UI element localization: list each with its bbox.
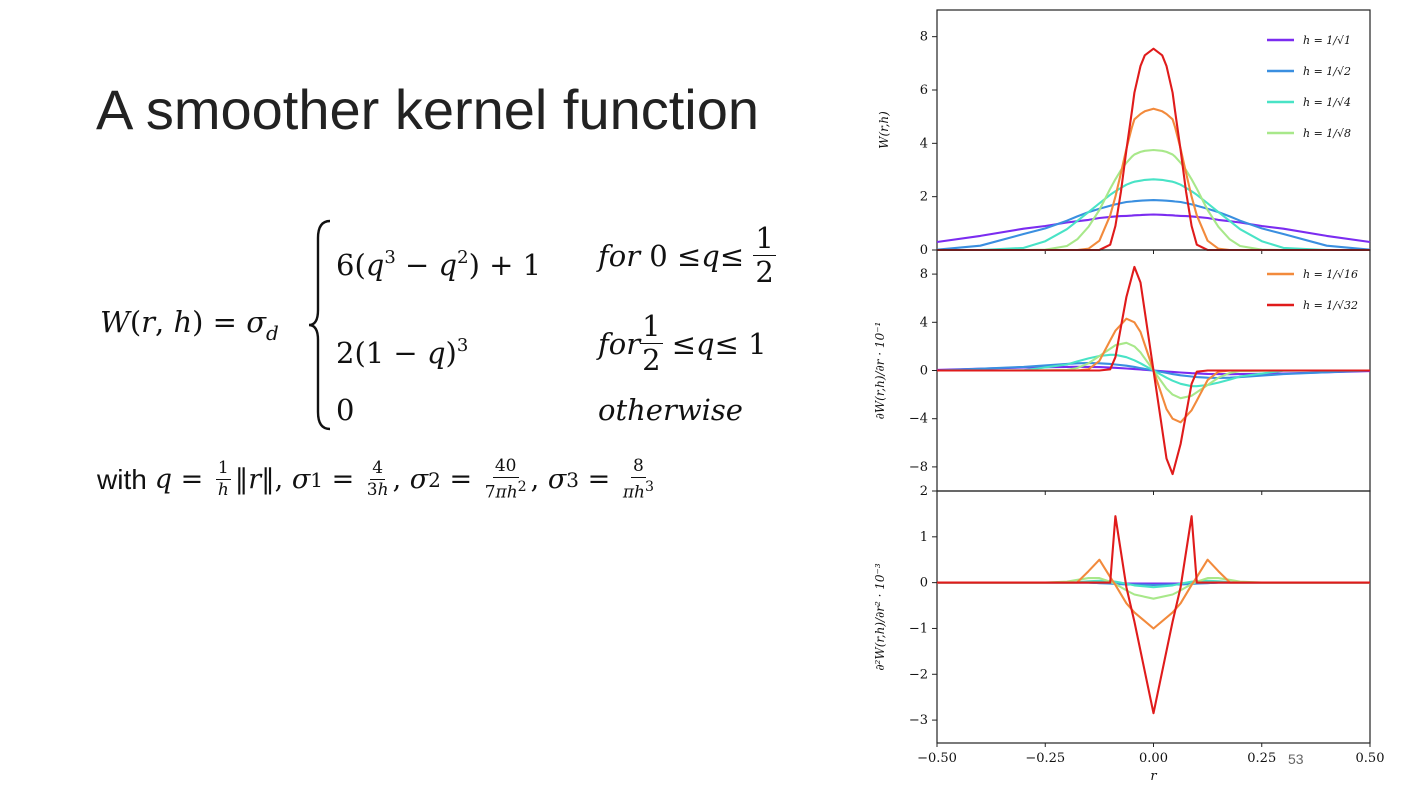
slide-title: A smoother kernel function	[96, 78, 760, 141]
panel-3-ytick-label: −1	[909, 621, 928, 636]
case-2-condition: for 1 2 ≤ q ≤ 1	[598, 309, 767, 377]
panel-3-y-axis-label: ∂²W(r,h)/∂r² · 10⁻³	[873, 563, 887, 671]
x-axis-label: r	[1150, 769, 1157, 784]
case-3-condition: otherwise	[598, 393, 743, 427]
panel-1-series-line	[936, 199, 1371, 251]
legend-label: h = 1/√4	[1303, 96, 1351, 109]
legend-label: h = 1/√16	[1303, 268, 1358, 281]
panel-3-series-line	[937, 577, 1370, 600]
kernel-charts: 0 2 4 6 8 W(r,h) h = 1/√1 h = 1/√2 h = 1/√4 h = 1…	[873, 9, 1385, 784]
panel-3-frame	[936, 490, 1371, 744]
panel-2-ytick-label: −4	[909, 412, 928, 427]
legend-label: h = 1/√8	[1303, 127, 1351, 140]
x-tick-label: 0.25	[1247, 751, 1276, 766]
x-tick-label: −0.25	[1025, 751, 1065, 766]
formula-brace	[308, 219, 331, 431]
x-tick-label: 0.00	[1139, 751, 1168, 766]
with-word: with	[97, 463, 147, 495]
panel-2-ytick-label: 8	[920, 267, 928, 282]
panel-1-ytick-label: 4	[920, 136, 928, 151]
x-tick-label: −0.50	[917, 751, 957, 766]
case-1-expr: 6(q3 − q2) + 1	[336, 247, 542, 282]
case-3-expr: 0	[336, 393, 355, 427]
panel-1-series-line	[937, 148, 1370, 252]
legend-label: h = 1/√32	[1303, 299, 1358, 312]
panel-3-ytick-label: −2	[909, 667, 928, 682]
case-2-expr: 2(1 − q)3	[336, 335, 469, 370]
x-tick-label: 0.50	[1356, 751, 1385, 766]
panel-3-ytick-label: 0	[920, 576, 928, 591]
panel-1-ytick-label: 6	[920, 83, 928, 98]
panel-1-ytick-label: 0	[920, 243, 928, 258]
panel-2-ytick-label: 4	[920, 315, 928, 330]
panel-3-ytick-label: 2	[920, 484, 928, 499]
panel-2-series-line	[937, 265, 1370, 476]
legend-label: h = 1/√1	[1303, 34, 1351, 47]
panel-3-ytick-label: 1	[920, 530, 928, 545]
panel-1-series-line	[937, 178, 1370, 252]
panel-1-ytick-label: 2	[920, 190, 928, 205]
panel-2-y-axis-label: ∂W(r,h)/∂r · 10⁻¹	[873, 322, 887, 420]
panel-2-ytick-label: 0	[920, 364, 928, 379]
formula-lhs: W(r, h) = σd	[100, 305, 279, 345]
panel-3-ytick-label: −3	[909, 713, 928, 728]
panel-1-series-line	[936, 213, 1371, 244]
panel-3-series-line	[937, 515, 1370, 715]
panel-3-series-line	[937, 558, 1370, 630]
panel-2-ytick-label: −8	[909, 460, 928, 475]
legend-label: h = 1/√2	[1303, 65, 1351, 78]
panel-1-y-axis-label: W(r,h)	[877, 111, 891, 149]
page-number: 53	[1288, 751, 1304, 767]
panel-1-ytick-label: 8	[920, 30, 928, 45]
